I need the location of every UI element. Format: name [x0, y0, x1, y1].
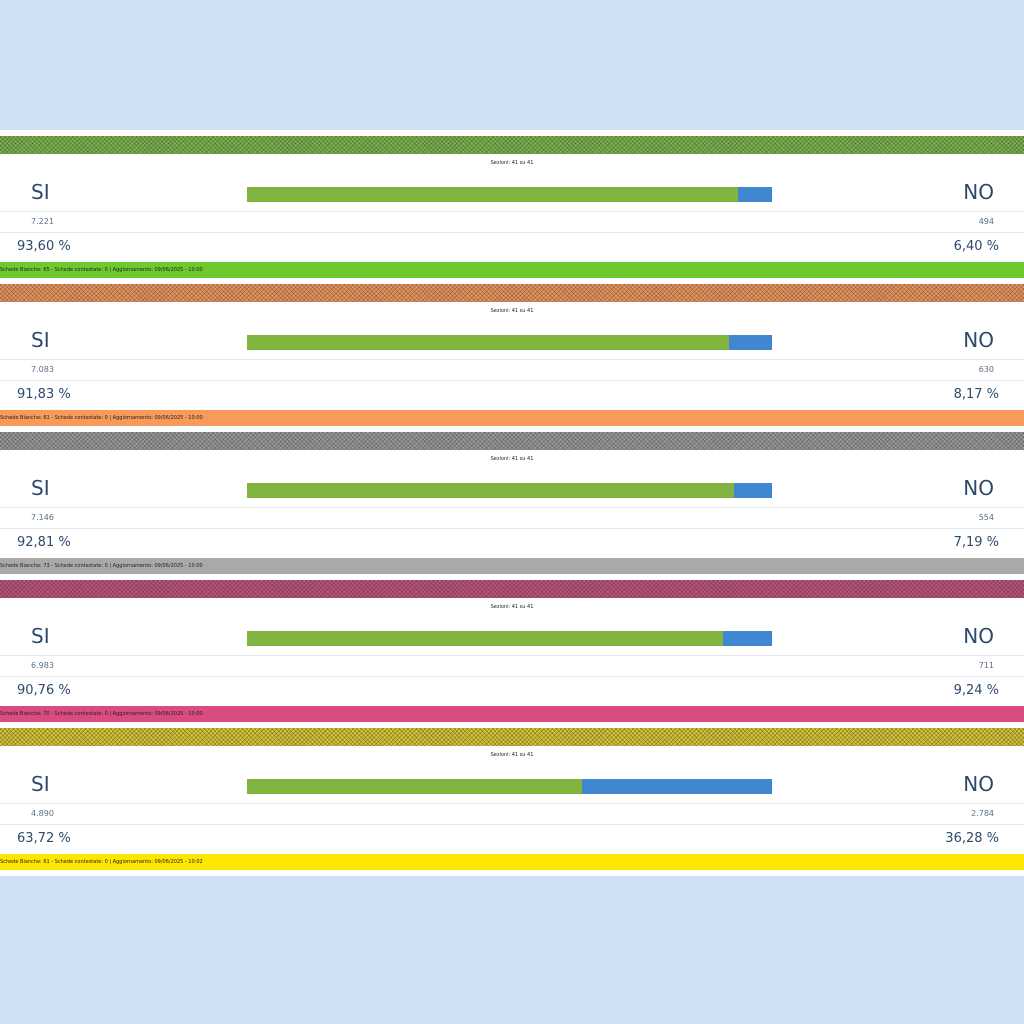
row-divider	[0, 676, 240, 677]
yes-percent: 92,81 %	[17, 535, 71, 550]
row-divider	[240, 803, 1024, 804]
row-divider	[240, 507, 1024, 508]
yes-bar	[247, 631, 724, 646]
panel-header	[0, 284, 1024, 302]
no-bar	[723, 631, 772, 646]
no-votes: 554	[978, 513, 994, 522]
no-votes: 630	[978, 365, 994, 374]
no-votes: 494	[978, 217, 994, 226]
no-label: NO	[963, 328, 994, 352]
yes-label: SI	[31, 476, 50, 500]
no-label: NO	[963, 624, 994, 648]
no-percent: 8,17 %	[953, 387, 999, 402]
no-label: NO	[963, 772, 994, 796]
no-bar	[738, 187, 772, 202]
yes-bar	[247, 187, 739, 202]
row-divider	[0, 507, 240, 508]
result-panel: Sezioni: 41 su 41 SI NO 6.983 711 90,76 % 9,24…	[0, 580, 1024, 722]
no-percent: 6,40 %	[953, 239, 999, 254]
yes-label: SI	[31, 624, 50, 648]
panel-footer: Schede Bianche: 61 - Schede contestate: …	[0, 854, 1024, 870]
panel-footer: Schede Bianche: 70 - Schede contestate: …	[0, 706, 1024, 722]
no-votes: 2.784	[971, 809, 994, 818]
yes-label: SI	[31, 772, 50, 796]
panel-header	[0, 580, 1024, 598]
panel-footer: Schede Bianche: 61 - Schede contestate: …	[0, 410, 1024, 426]
panel-header	[0, 728, 1024, 746]
panel-header	[0, 432, 1024, 450]
sections-count: Sezioni: 41 su 41	[490, 456, 534, 462]
result-panel: Sezioni: 41 su 41 SI NO 4.890 2.784 63,72 % 36…	[0, 728, 1024, 870]
no-bar	[729, 335, 772, 350]
no-percent: 36,28 %	[945, 831, 999, 846]
row-divider	[240, 211, 1024, 212]
row-divider	[0, 380, 240, 381]
sections-count: Sezioni: 41 su 41	[490, 604, 534, 610]
result-panel: Sezioni: 41 su 41 SI NO 7.146 554 92,81 % 7,19…	[0, 432, 1024, 574]
row-divider	[240, 824, 1024, 825]
sections-count: Sezioni: 41 su 41	[490, 752, 534, 758]
panel-footer: Schede Bianche: 65 - Schede contestate: …	[0, 262, 1024, 278]
result-panel: Sezioni: 41 su 41 SI NO 7.221 494 93,60 % 6,40…	[0, 136, 1024, 278]
no-label: NO	[963, 476, 994, 500]
row-divider	[240, 528, 1024, 529]
yes-bar	[247, 483, 735, 498]
row-divider	[240, 232, 1024, 233]
row-divider	[0, 824, 240, 825]
no-label: NO	[963, 180, 994, 204]
no-votes: 711	[978, 661, 994, 670]
sections-count: Sezioni: 41 su 41	[490, 308, 534, 314]
row-divider	[0, 359, 240, 360]
row-divider	[240, 676, 1024, 677]
row-divider	[0, 655, 240, 656]
yes-votes: 6.983	[31, 661, 54, 670]
panel-header	[0, 136, 1024, 154]
yes-percent: 91,83 %	[17, 387, 71, 402]
panel-footer: Schede Bianche: 73 - Schede contestate: …	[0, 558, 1024, 574]
yes-label: SI	[31, 180, 50, 204]
no-bar	[734, 483, 772, 498]
yes-votes: 4.890	[31, 809, 54, 818]
row-divider	[0, 232, 240, 233]
row-divider	[240, 380, 1024, 381]
no-percent: 7,19 %	[953, 535, 999, 550]
yes-percent: 63,72 %	[17, 831, 71, 846]
yes-votes: 7.146	[31, 513, 54, 522]
sections-count: Sezioni: 41 su 41	[490, 160, 534, 166]
yes-percent: 93,60 %	[17, 239, 71, 254]
no-percent: 9,24 %	[953, 683, 999, 698]
row-divider	[0, 211, 240, 212]
row-divider	[0, 528, 240, 529]
yes-votes: 7.221	[31, 217, 54, 226]
no-bar	[581, 779, 772, 794]
yes-bar	[247, 779, 582, 794]
results-sheet: Sezioni: 41 su 41 SI NO 7.221 494 93,60 % 6,40…	[0, 130, 1024, 876]
yes-label: SI	[31, 328, 50, 352]
yes-bar	[247, 335, 730, 350]
yes-percent: 90,76 %	[17, 683, 71, 698]
row-divider	[240, 359, 1024, 360]
yes-votes: 7.083	[31, 365, 54, 374]
result-panel: Sezioni: 41 su 41 SI NO 7.083 630 91,83 % 8,17…	[0, 284, 1024, 426]
row-divider	[0, 803, 240, 804]
row-divider	[240, 655, 1024, 656]
